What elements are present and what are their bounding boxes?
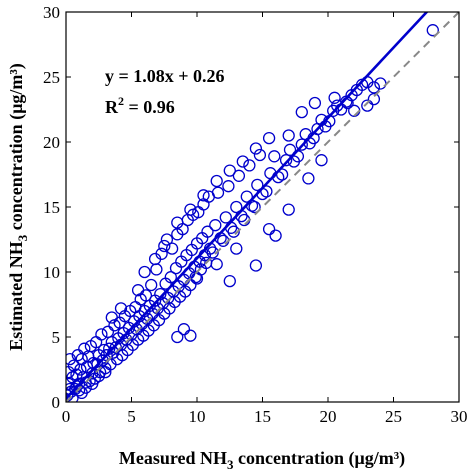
lines	[66, 12, 459, 402]
x-axis-title-pre: Measured NH	[119, 448, 227, 468]
data-point	[282, 129, 295, 142]
data-point	[426, 24, 439, 37]
data-point	[223, 274, 236, 288]
data-point	[86, 377, 99, 390]
data-point	[315, 154, 328, 167]
data-point	[295, 105, 308, 119]
data-point	[249, 259, 263, 272]
data-point	[328, 91, 341, 104]
y-tick-label: 0	[52, 393, 61, 412]
data-point	[240, 190, 253, 203]
data-point	[78, 342, 91, 355]
data-point	[164, 271, 177, 284]
data-point	[367, 92, 381, 106]
x-axis-title-post: concentration (μg/m³)	[234, 448, 406, 469]
data-point	[268, 150, 281, 163]
x-tick-label: 10	[189, 407, 206, 426]
y-tick-label: 5	[52, 328, 61, 347]
data-point	[230, 200, 243, 214]
data-point	[201, 225, 214, 238]
data-point	[206, 246, 219, 259]
x-axis-title-sub: 3	[227, 457, 234, 472]
data-point	[262, 131, 276, 145]
r2-annotation: R2 = 0.96	[105, 94, 175, 117]
data-point	[253, 148, 267, 162]
data-point	[249, 142, 263, 155]
data-point	[374, 77, 387, 90]
x-tick-label: 30	[451, 407, 468, 426]
data-point	[367, 81, 381, 94]
data-point	[92, 369, 105, 383]
x-tick-label: 25	[385, 407, 402, 426]
data-point	[171, 216, 184, 229]
y-tick-label: 20	[43, 133, 60, 152]
data-point	[184, 203, 197, 216]
axis-ticks: 0 5 10 15 20 25 30 0 5 10 15 20 25 30	[43, 3, 468, 426]
data-point	[308, 96, 322, 110]
data-point	[171, 330, 184, 344]
data-point	[145, 278, 158, 292]
data-point	[210, 174, 223, 188]
data-point	[67, 359, 81, 372]
data-point	[283, 143, 297, 156]
y-tick-label: 15	[43, 198, 60, 217]
y-axis-title-sub: 3	[15, 234, 30, 241]
data-point	[295, 138, 308, 151]
data-point	[138, 265, 151, 279]
y-tick-label: 10	[43, 263, 60, 282]
data-point	[361, 99, 374, 112]
data-point	[227, 225, 240, 238]
data-point	[222, 180, 235, 193]
x-tick-label: 5	[127, 407, 136, 426]
data-point	[197, 189, 210, 202]
data-point	[209, 219, 222, 232]
data-point	[210, 258, 223, 271]
r2-superscript: 2	[118, 94, 124, 108]
x-axis-title: Measured NH3 concentration (μg/m³)	[119, 448, 405, 472]
data-point	[160, 233, 174, 246]
data-point	[101, 325, 115, 338]
data-point	[158, 239, 171, 253]
data-point	[223, 164, 236, 177]
data-point	[131, 284, 145, 297]
y-axis-title: Estimated NH3 concentration (μg/m³)	[6, 63, 30, 351]
data-point	[248, 200, 261, 214]
data-point	[230, 242, 243, 255]
data-point	[184, 329, 197, 342]
fit-line	[66, 12, 429, 400]
data-point	[219, 211, 232, 224]
x-tick-label: 0	[62, 407, 71, 426]
y-axis-title-pre: Estimated NH	[6, 241, 26, 351]
x-tick-label: 15	[254, 407, 271, 426]
y-tick-label: 30	[43, 3, 60, 22]
x-tick-label: 20	[320, 407, 337, 426]
data-point	[251, 178, 264, 192]
data-point	[165, 242, 179, 255]
data-point	[302, 172, 315, 185]
data-point	[236, 155, 249, 168]
data-point	[99, 365, 112, 379]
data-point	[148, 252, 162, 266]
data-point	[95, 328, 108, 341]
data-point	[232, 169, 246, 182]
equation-annotation: y = 1.08x + 0.26	[105, 66, 225, 86]
data-point	[282, 203, 295, 216]
data-point	[269, 229, 282, 242]
data-point	[154, 287, 167, 301]
data-point	[243, 159, 256, 172]
r2-value: = 0.96	[124, 97, 175, 117]
r2-symbol: R	[105, 97, 119, 117]
data-point	[279, 154, 293, 167]
data-point	[66, 352, 77, 366]
data-point	[177, 323, 191, 336]
y-tick-label: 25	[43, 68, 60, 87]
data-point	[262, 222, 276, 236]
data-point	[114, 302, 128, 315]
data-point	[211, 186, 225, 199]
y-axis-title-post: concentration (μg/m³)	[6, 63, 27, 235]
data-point	[150, 263, 163, 276]
data-point	[105, 311, 118, 324]
